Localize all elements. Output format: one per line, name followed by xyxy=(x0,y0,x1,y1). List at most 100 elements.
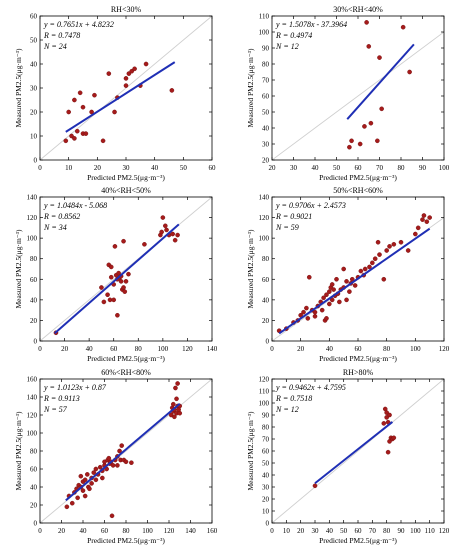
data-point xyxy=(334,276,339,282)
data-point xyxy=(74,128,80,134)
data-point xyxy=(349,138,354,144)
x-tick-label: 80 xyxy=(123,527,131,535)
y-tick-label: 120 xyxy=(27,214,38,222)
data-point xyxy=(312,483,318,489)
r-value: R = 0.7478 xyxy=(43,31,80,40)
data-point xyxy=(109,513,115,519)
data-point xyxy=(89,481,94,486)
y-tick-label: 20 xyxy=(262,157,270,165)
data-point xyxy=(63,138,69,144)
data-point xyxy=(324,316,329,321)
data-point xyxy=(112,244,118,249)
x-axis-label: Predicted PM2.5(μg·m⁻³) xyxy=(319,173,397,182)
y-tick-label: 30 xyxy=(262,484,270,492)
x-tick-label: 60 xyxy=(355,345,363,353)
y-axis-label: Measured PM2.5(μg·m⁻³) xyxy=(246,411,255,490)
data-point xyxy=(115,463,120,468)
data-point xyxy=(132,66,137,72)
chart-title: 60%<RH<80% xyxy=(101,368,151,377)
chart-panel: 0 20 40 60 80 100 120 140 0 20 40 60 80 100 120 140 40%<… xyxy=(14,186,218,363)
regression-equation: y = 0.7651x + 4.8232 xyxy=(43,20,114,29)
y-tick-label: 80 xyxy=(262,424,270,432)
data-point xyxy=(101,299,107,305)
y-tick-label: 0 xyxy=(266,520,270,528)
chart-panel: 0 20 40 60 80 100 120 0 20 40 60 80 100 120 140 50%<RH<… xyxy=(246,186,450,363)
data-point xyxy=(347,289,352,294)
y-tick-label: 100 xyxy=(259,235,270,243)
data-point xyxy=(175,232,180,238)
data-point xyxy=(344,297,349,303)
regression-equation: y = 1.5078x - 37.3964 xyxy=(275,20,347,29)
data-point xyxy=(384,248,389,253)
data-point xyxy=(362,266,368,272)
identity-line xyxy=(272,31,444,160)
y-tick-label: 120 xyxy=(259,376,270,384)
regression-line xyxy=(65,403,181,502)
y-tick-label: 140 xyxy=(27,194,38,202)
x-axis-label: Predicted PM2.5(μg·m⁻³) xyxy=(87,536,165,545)
y-axis-label: Measured PM2.5(μg·m⁻³) xyxy=(246,48,255,127)
data-point xyxy=(341,266,346,272)
data-point xyxy=(344,279,349,284)
regression-equation: y = 0.9706x + 2.4573 xyxy=(275,201,346,210)
data-point xyxy=(80,104,86,110)
identity-line xyxy=(272,379,444,523)
data-point xyxy=(93,477,99,483)
y-tick-label: 80 xyxy=(262,255,270,263)
data-point xyxy=(400,24,406,30)
regression-equation: y = 1.0123x + 0.87 xyxy=(43,383,107,392)
x-tick-label: 50 xyxy=(180,164,188,172)
n-value: N = 12 xyxy=(275,42,299,51)
identity-line xyxy=(40,197,212,341)
chart-panel: 0 20 40 60 80 100 120 140 160 0 20 40 60 80 100 120 140 1… xyxy=(14,368,218,545)
data-point xyxy=(123,83,129,88)
data-point xyxy=(142,242,147,247)
data-point xyxy=(321,295,326,301)
y-tick-label: 20 xyxy=(30,317,38,325)
n-value: N = 59 xyxy=(275,223,299,232)
y-tick-label: 30 xyxy=(262,141,270,149)
data-point xyxy=(421,213,427,218)
data-point xyxy=(427,215,432,220)
plot-frame xyxy=(39,196,213,342)
y-tick-label: 60 xyxy=(30,466,38,474)
x-tick-label: 90 xyxy=(419,164,427,172)
data-point xyxy=(385,449,391,455)
x-tick-label: 20 xyxy=(297,345,305,353)
data-point xyxy=(305,316,311,321)
data-point xyxy=(375,239,381,245)
regression-equation: y = 0.9462x + 4.7595 xyxy=(275,383,346,392)
x-tick-label: 30 xyxy=(312,527,320,535)
x-tick-label: 120 xyxy=(164,527,175,535)
data-point xyxy=(368,120,374,126)
y-tick-label: 30 xyxy=(30,85,38,93)
data-point xyxy=(387,244,392,249)
chart-title: 30%<RH<40% xyxy=(333,5,383,14)
data-point xyxy=(324,292,329,298)
data-point xyxy=(117,448,122,454)
data-point xyxy=(312,314,318,319)
data-point xyxy=(126,271,131,277)
chart-panel: 0 10 20 30 40 50 60 70 80 90 100 110 120010203040506… xyxy=(246,368,450,545)
data-point xyxy=(82,493,88,499)
data-point xyxy=(366,44,372,49)
data-point xyxy=(387,412,392,418)
data-point xyxy=(164,227,169,233)
x-axis-label: Predicted PM2.5(μg·m⁻³) xyxy=(87,354,165,363)
data-point xyxy=(100,475,105,481)
x-tick-label: 100 xyxy=(410,527,421,535)
y-axis-label: Measured PM2.5(μg·m⁻³) xyxy=(246,229,255,308)
chart-title: RH<30% xyxy=(111,5,142,14)
data-point xyxy=(364,20,369,25)
data-point xyxy=(175,381,180,386)
x-tick-label: 140 xyxy=(207,345,218,353)
chart-panel: 0 10 20 30 40 50 60 0 10 20 30 40 50 60 RH<30% Predicte… xyxy=(14,5,216,182)
x-tick-label: 110 xyxy=(425,527,436,535)
data-point xyxy=(367,264,372,270)
x-tick-label: 90 xyxy=(398,527,406,535)
y-tick-label: 40 xyxy=(30,296,38,304)
chart-title: 40%<RH<50% xyxy=(101,186,151,195)
data-point xyxy=(118,279,124,284)
data-point xyxy=(174,396,179,402)
